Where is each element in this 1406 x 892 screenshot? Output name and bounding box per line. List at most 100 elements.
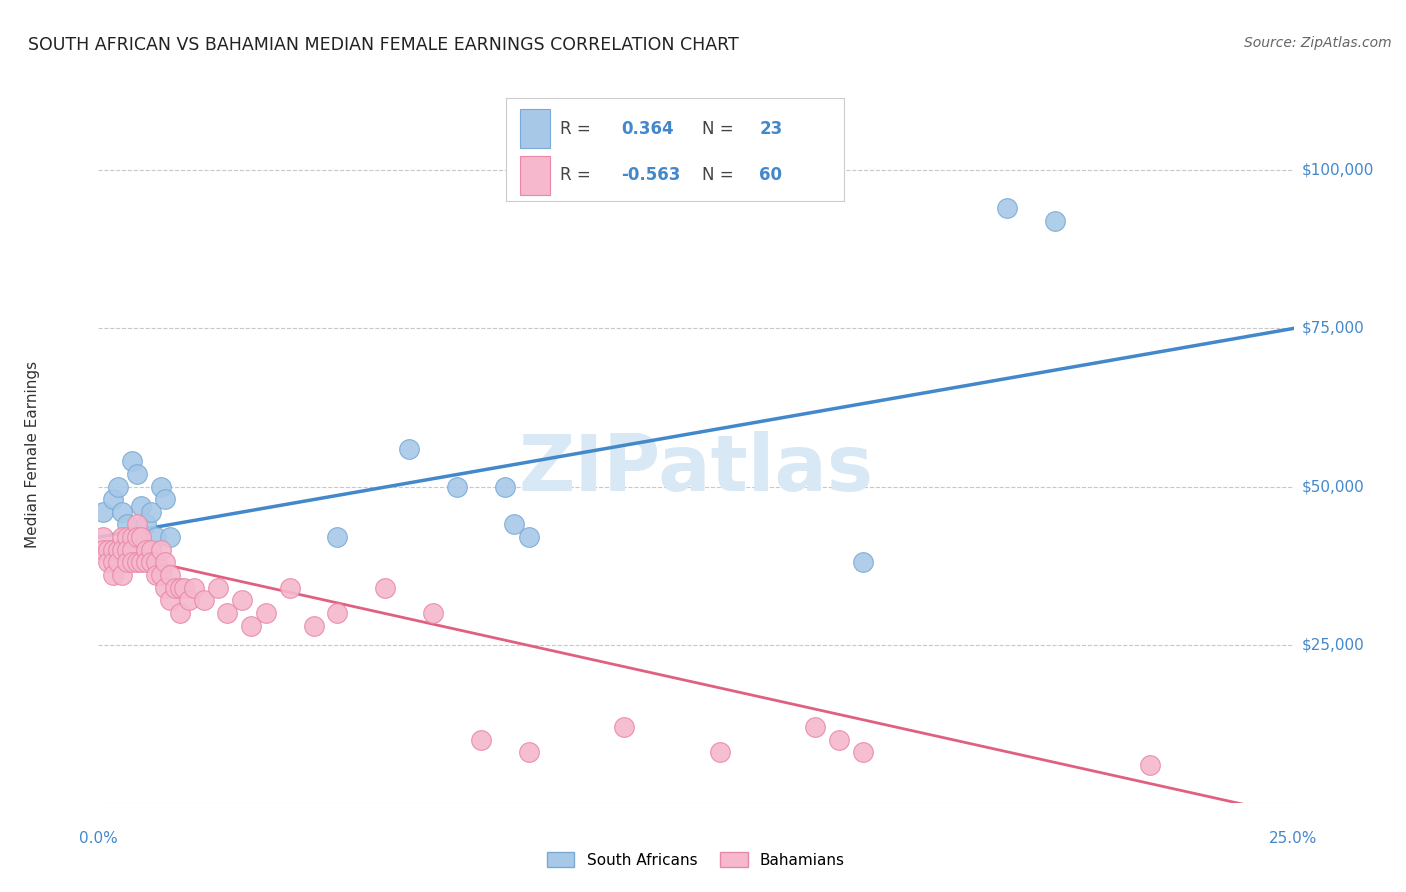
Point [470, 732, 492, 747]
Point [125, 530, 148, 544]
Point [149, 568, 172, 582]
Text: N =: N = [702, 166, 738, 184]
Point [91, 505, 114, 519]
Point [193, 593, 215, 607]
Text: $75,000: $75,000 [1302, 321, 1365, 336]
Point [97, 556, 120, 570]
Point [302, 618, 325, 632]
Text: N =: N = [702, 120, 738, 138]
Point [207, 581, 229, 595]
Point [107, 556, 129, 570]
Point [101, 568, 124, 582]
Point [131, 499, 153, 513]
Text: -0.563: -0.563 [621, 166, 681, 184]
Point [709, 745, 731, 759]
Point [852, 556, 875, 570]
Point [139, 542, 162, 557]
Point [149, 479, 172, 493]
Point [139, 505, 162, 519]
Point [145, 568, 167, 582]
Point [155, 556, 177, 570]
Point [121, 530, 143, 544]
Point [446, 479, 468, 493]
Point [121, 556, 143, 570]
Point [145, 556, 167, 570]
Point [422, 606, 444, 620]
Point [517, 745, 540, 759]
Point [169, 606, 191, 620]
Point [125, 556, 148, 570]
Text: R =: R = [560, 166, 596, 184]
Point [111, 542, 134, 557]
Point [155, 492, 177, 507]
Point [173, 581, 195, 595]
Point [231, 593, 253, 607]
Point [107, 479, 129, 493]
Point [149, 542, 172, 557]
Point [111, 505, 134, 519]
Point [101, 492, 124, 507]
Point [111, 530, 134, 544]
Point [159, 530, 181, 544]
Point [169, 581, 191, 595]
Point [101, 556, 124, 570]
Point [131, 556, 153, 570]
Point [326, 530, 349, 544]
Point [852, 745, 875, 759]
Point [398, 442, 420, 456]
Point [115, 517, 138, 532]
Point [995, 201, 1018, 215]
Text: $25,000: $25,000 [1302, 637, 1365, 652]
Point [179, 593, 201, 607]
Point [503, 517, 526, 532]
Point [111, 568, 134, 582]
Point [155, 581, 177, 595]
Point [101, 542, 124, 557]
Point [135, 556, 157, 570]
Point [1139, 757, 1161, 772]
Point [115, 530, 138, 544]
Text: R =: R = [560, 120, 596, 138]
Point [613, 720, 636, 734]
Point [115, 556, 138, 570]
Point [183, 581, 205, 595]
Point [326, 606, 349, 620]
Point [121, 454, 143, 468]
Point [240, 618, 263, 632]
Point [494, 479, 516, 493]
Point [145, 530, 167, 544]
Text: $50,000: $50,000 [1302, 479, 1365, 494]
Bar [520, 155, 550, 194]
Text: ZIPatlas: ZIPatlas [519, 431, 873, 507]
Point [1043, 214, 1066, 228]
Point [163, 581, 186, 595]
Point [125, 467, 148, 481]
Text: Source: ZipAtlas.com: Source: ZipAtlas.com [1244, 36, 1392, 50]
Point [135, 542, 157, 557]
Point [97, 542, 120, 557]
Point [828, 732, 851, 747]
Text: $100,000: $100,000 [1302, 163, 1374, 178]
Point [159, 593, 181, 607]
Text: Median Female Earnings: Median Female Earnings [25, 361, 41, 549]
Text: 0.364: 0.364 [621, 120, 673, 138]
Point [125, 517, 148, 532]
Point [135, 517, 157, 532]
Point [91, 542, 114, 557]
Point [115, 542, 138, 557]
Point [374, 581, 396, 595]
Legend: South Africans, Bahamians: South Africans, Bahamians [540, 844, 852, 875]
Point [107, 542, 129, 557]
Point [804, 720, 827, 734]
Point [517, 530, 540, 544]
Point [159, 568, 181, 582]
Bar [520, 110, 550, 148]
Point [131, 530, 153, 544]
Text: 25.0%: 25.0% [1270, 830, 1317, 846]
Point [254, 606, 277, 620]
Point [91, 530, 114, 544]
Point [121, 542, 143, 557]
Text: 60: 60 [759, 166, 782, 184]
Point [139, 556, 162, 570]
Text: 0.0%: 0.0% [79, 830, 118, 846]
